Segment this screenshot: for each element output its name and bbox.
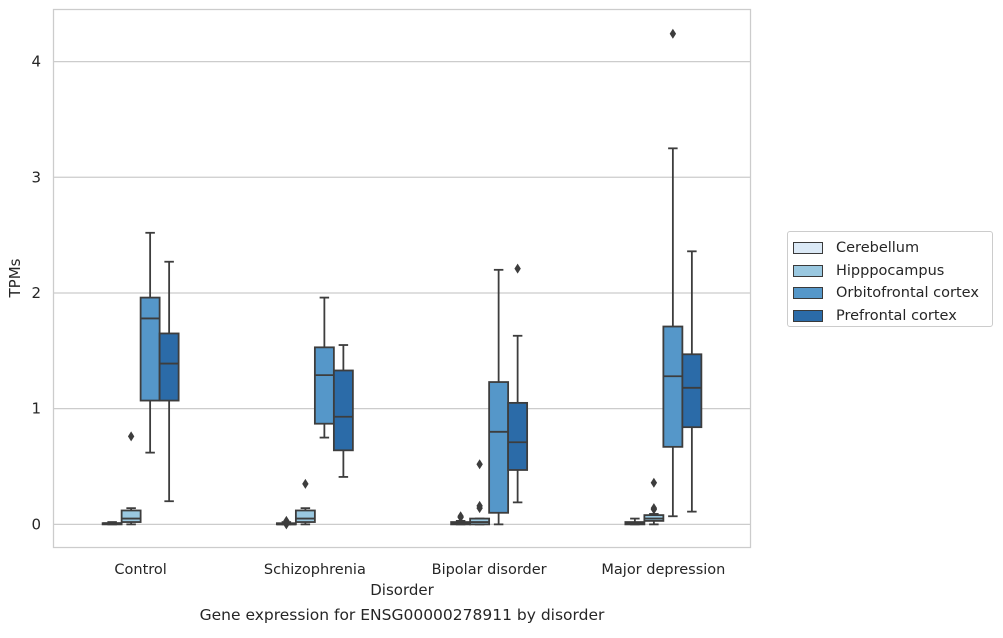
legend-item-orbitofrontal-cortex: Orbitofrontal cortex — [793, 282, 992, 305]
outlier-point — [650, 477, 658, 488]
box-body — [488, 381, 510, 514]
x-axis-label: Disorder — [370, 581, 434, 599]
box-groups — [101, 28, 703, 530]
outlier-point — [669, 28, 677, 39]
plot-frame — [52, 8, 752, 549]
legend-label-cerebellum: Cerebellum — [836, 240, 920, 257]
y-tick-label-1: 1 — [31, 400, 41, 418]
legend-item-cerebellum: Cerebellum — [793, 237, 992, 260]
gridlines — [53, 60, 751, 525]
legend-swatch-hippocampus — [793, 264, 823, 277]
outlier-point — [457, 511, 464, 522]
box-body — [139, 296, 161, 402]
box-hipppocampus-bipolar-disorder — [469, 459, 491, 526]
box-body — [332, 369, 354, 452]
box-body — [662, 325, 684, 448]
box-cerebellum-major-depression — [624, 517, 646, 526]
box-hipppocampus-control — [120, 431, 142, 526]
box-orbitofrontal-cortex-bipolar-disorder — [488, 268, 510, 526]
box-body — [294, 509, 316, 523]
legend-item-hippocampus: Hipppocampus — [793, 260, 992, 283]
box-body — [681, 353, 703, 429]
outlier-point — [127, 431, 135, 442]
legend-label-orbitofrontal-cortex: Orbitofrontal cortex — [836, 285, 979, 302]
y-tick-label-0: 0 — [31, 515, 41, 533]
legend-label-hippocampus: Hipppocampus — [836, 262, 945, 279]
legend-item-prefrontal-cortex: Prefrontal cortex — [793, 305, 992, 328]
box-hipppocampus-major-depression — [643, 477, 665, 526]
box-cerebellum-schizophrenia — [275, 515, 297, 530]
box-body — [313, 346, 335, 425]
box-prefrontal-cortex-bipolar-disorder — [507, 263, 529, 504]
x-tick-label-major-depression: Major depression — [601, 562, 725, 578]
box-orbitofrontal-cortex-control — [139, 231, 161, 454]
outlier-point — [302, 478, 309, 489]
y-tick-label-4: 4 — [31, 53, 41, 71]
legend-label-prefrontal-cortex: Prefrontal cortex — [836, 307, 957, 324]
outlier-point — [476, 459, 483, 470]
box-body — [120, 509, 142, 523]
legend-swatch-cerebellum — [793, 242, 823, 255]
outlier-point — [650, 503, 658, 514]
y-tick-label-2: 2 — [31, 284, 41, 302]
box-prefrontal-cortex-control — [158, 260, 180, 503]
y-tick-label-3: 3 — [31, 168, 41, 186]
box-body — [507, 401, 529, 471]
x-tick-label-bipolar-disorder: Bipolar disorder — [432, 562, 547, 578]
box-body — [158, 332, 180, 402]
figure-caption: Gene expression for ENSG00000278911 by d… — [199, 606, 605, 624]
box-hipppocampus-schizophrenia — [294, 478, 316, 526]
outlier-point — [283, 515, 290, 526]
outlier-point — [476, 500, 483, 511]
box-prefrontal-cortex-schizophrenia — [332, 344, 354, 478]
box-orbitofrontal-cortex-major-depression — [662, 28, 684, 518]
x-tick-label-control: Control — [114, 562, 166, 578]
x-tick-label-schizophrenia: Schizophrenia — [264, 562, 366, 578]
box-cerebellum-bipolar-disorder — [450, 511, 472, 526]
outlier-point — [514, 263, 521, 274]
box-orbitofrontal-cortex-schizophrenia — [313, 296, 335, 439]
box-cerebellum-control — [101, 521, 123, 526]
y-axis-label: TPMs — [6, 258, 24, 298]
legend-swatch-orbitofrontal-cortex — [793, 287, 823, 300]
y-tick-labels: 0 1 2 3 4 — [31, 53, 41, 534]
legend-swatch-prefrontal-cortex — [793, 309, 823, 322]
x-tick-labels: Control Schizophrenia Bipolar disorder Majo… — [114, 562, 725, 578]
box-prefrontal-cortex-major-depression — [681, 250, 703, 513]
legend: Cerebellum Hipppocampus Orbitofrontal co… — [787, 231, 993, 327]
